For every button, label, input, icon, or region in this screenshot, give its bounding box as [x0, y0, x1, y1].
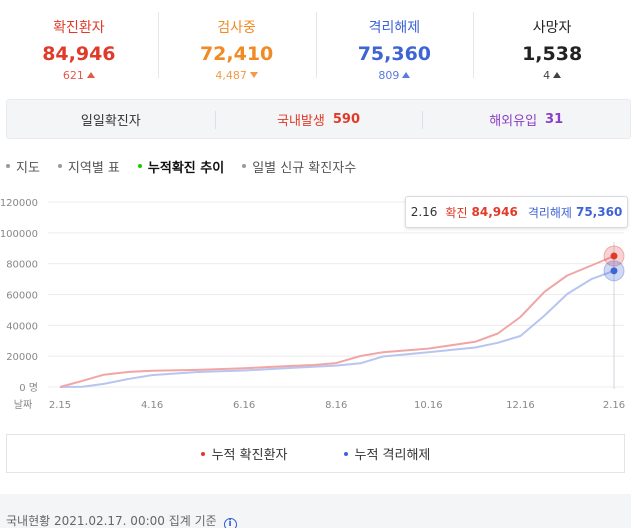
tooltip-confirmed-value: 84,946 [471, 205, 518, 219]
stat-value: 1,538 [522, 43, 583, 65]
x-tick-label: 8.16 [325, 400, 347, 411]
daily-overseas: 해외유입 31 [422, 100, 630, 138]
legend-label: 누적 격리해제 [354, 448, 431, 463]
x-tick-label: 6.16 [233, 400, 255, 411]
arrow-up-icon [86, 72, 95, 78]
daily-confirmed-bar: 일일확진자 국내발생 590 해외유입 31 [6, 99, 631, 139]
bullet-icon [57, 164, 62, 168]
info-icon[interactable]: i [223, 518, 237, 528]
y-tick-label: 20000 [6, 352, 38, 363]
y-tick-label: 80000 [6, 260, 38, 271]
stat-delta-value: 4,487 [215, 69, 247, 82]
bullet-icon [242, 164, 247, 168]
tab-label: 누적확진 추이 [147, 160, 225, 176]
legend-released[interactable]: 누적 격리해제 [343, 444, 431, 463]
tab-label: 지역별 표 [67, 160, 120, 176]
legend-confirmed[interactable]: 누적 확진환자 [200, 444, 288, 463]
legend-dot-icon [200, 451, 205, 456]
tab-cumulative-trend[interactable]: 누적확진 추이 [137, 156, 225, 176]
y-tick-label: 0 명 [19, 382, 38, 394]
stat-value: 72,410 [199, 43, 274, 65]
x-tick-label: 4.16 [141, 400, 163, 411]
x-tick-label: 10.16 [414, 400, 443, 411]
arrow-up-icon [402, 72, 411, 78]
stat-value: 84,946 [42, 43, 116, 65]
footer: 국내현황 2021.02.17. 00:00 집계 기준 i [0, 494, 631, 528]
view-tabs: 지도 지역별 표 누적확진 추이 일별 신규 확진자수 [6, 156, 374, 176]
daily-domestic-value: 590 [332, 111, 360, 127]
x-tick-label: 2.15 [49, 400, 71, 411]
stat-deaths: 사망자 1,538 4 [473, 0, 631, 92]
tooltip-released-value: 75,360 [575, 205, 623, 219]
tooltip-date: 2.16 [410, 205, 438, 219]
tab-label: 지도 [16, 160, 40, 176]
stats-panel: 확진환자 84,946 621 검사중 72,410 4,487 격리해제 75… [0, 0, 631, 92]
tab-region-table[interactable]: 지역별 표 [57, 156, 120, 176]
series-line-confirmed [59, 255, 615, 388]
footer-text: 국내현황 2021.02.17. 00:00 집계 기준 [6, 514, 217, 528]
tooltip-confirmed-label: 확진 [445, 205, 468, 220]
tab-daily-new[interactable]: 일별 신규 확진자수 [242, 156, 356, 176]
y-tick-label: 40000 [6, 321, 38, 332]
stat-label: 사망자 [532, 20, 572, 36]
daily-domestic: 국내발생 590 [214, 100, 423, 138]
legend-label: 누적 확진환자 [211, 448, 288, 463]
daily-title-label: 일일확진자 [80, 113, 141, 129]
stat-delta-value: 4 [543, 69, 551, 82]
stat-label: 확진환자 [53, 20, 105, 36]
daily-overseas-value: 31 [545, 111, 564, 127]
stat-delta: 621 [0, 69, 158, 83]
stat-delta-value: 809 [378, 69, 400, 82]
x-tick-label: 2.16 [603, 400, 625, 411]
stat-delta-value: 621 [62, 69, 84, 82]
x-axis-label: 날짜 [14, 399, 32, 411]
y-tick-label: 120000 [0, 198, 38, 209]
bullet-icon [137, 164, 142, 168]
stat-delta: 809 [316, 69, 474, 83]
stat-testing: 검사중 72,410 4,487 [157, 0, 316, 92]
x-tick-label: 12.16 [506, 400, 535, 411]
stat-label: 검사중 [217, 20, 256, 36]
stat-released: 격리해제 75,360 809 [315, 0, 474, 92]
stat-delta: 4,487 [158, 69, 316, 83]
tab-label: 일별 신규 확진자수 [252, 160, 357, 176]
marker-confirmed [610, 252, 618, 260]
stat-label: 격리해제 [368, 20, 421, 36]
daily-domestic-label: 국내발생 [277, 113, 325, 129]
chart-tooltip: 2.16 확진 84,946 격리해제 75,360 [405, 196, 628, 228]
cumulative-trend-chart: 120000 100000 80000 60000 40000 20000 0 명 2.15 4… [0, 198, 625, 411]
marker-released [610, 267, 618, 275]
stat-delta: 4 [473, 69, 631, 83]
bullet-icon [6, 164, 10, 168]
y-tick-label: 100000 [0, 229, 38, 240]
legend-dot-icon [343, 451, 348, 456]
stat-confirmed: 확진환자 84,946 621 [0, 0, 158, 92]
y-tick-label: 60000 [6, 291, 38, 302]
stat-value: 75,360 [357, 43, 432, 65]
arrow-down-icon [249, 72, 258, 78]
series-line-released [59, 269, 615, 388]
arrow-up-icon [553, 72, 562, 78]
tab-map[interactable]: 지도 [6, 156, 40, 176]
daily-title: 일일확진자 [7, 100, 215, 138]
tooltip-released-label: 격리해제 [527, 205, 572, 220]
daily-overseas-label: 해외유입 [489, 113, 538, 129]
chart-legend: 누적 확진환자 누적 격리해제 [6, 434, 625, 473]
